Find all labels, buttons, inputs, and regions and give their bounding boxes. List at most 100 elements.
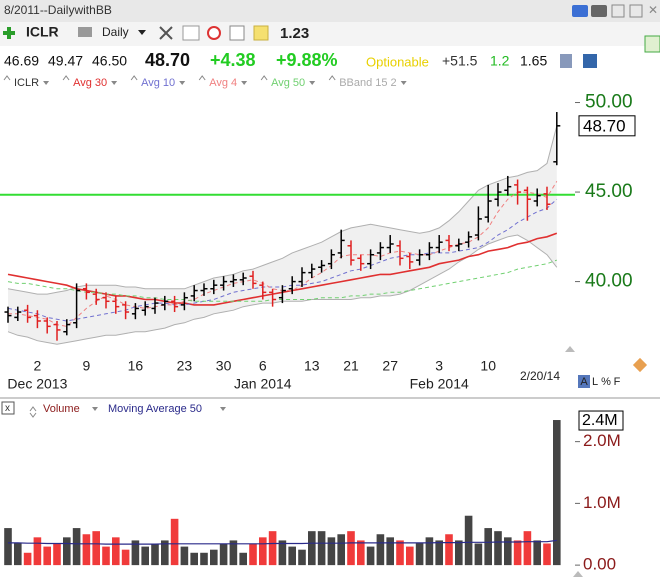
close-panel[interactable] (1, 401, 15, 415)
volume-bar (406, 546, 414, 566)
chart-icon[interactable] (182, 25, 200, 41)
volume-bar (170, 518, 179, 566)
x-month-label: Dec 2013 (7, 376, 67, 392)
last-price-box (578, 115, 636, 137)
volume-bar (504, 537, 512, 566)
volume-bar (53, 543, 61, 566)
volume-bar (92, 531, 100, 566)
legend-entry: ICLR (14, 77, 39, 89)
x-month-label: Jan 2014 (234, 376, 292, 392)
toolbar-value: 1.23 (280, 25, 309, 42)
volume-bar (484, 528, 492, 566)
quote-low: 46.50 (92, 53, 127, 69)
y-tick-label: 40.00 (585, 271, 633, 292)
legend-dropdown (241, 81, 248, 85)
volume-bar (43, 546, 51, 566)
legend-arrow (3, 75, 11, 81)
toolbar (0, 22, 660, 46)
volume-bar (553, 420, 561, 566)
legend-arrow (260, 75, 268, 81)
tv-icon[interactable] (591, 5, 607, 17)
alarm-icon[interactable] (207, 26, 221, 40)
volume-bar (464, 515, 473, 566)
grid-icon[interactable] (229, 25, 245, 41)
quote-extra: 1.2 (490, 53, 510, 69)
volume-bar (455, 540, 463, 566)
volume-bar (112, 537, 120, 566)
volume-bar (82, 534, 91, 566)
y-tick-label: 0.00 (583, 555, 616, 574)
volume-bar (229, 540, 238, 566)
volume-bar (278, 540, 287, 566)
toolbar-letter: F (614, 376, 621, 388)
volume-bar (33, 537, 42, 566)
volume-bar (366, 546, 375, 566)
volume-bar (357, 540, 365, 566)
volume-bar (131, 540, 140, 566)
legend-arrow (130, 75, 138, 81)
volume-bar (396, 540, 404, 566)
x-tick-label: 16 (128, 358, 144, 374)
volume-bar (513, 540, 522, 566)
period-arrow[interactable] (138, 30, 146, 35)
volume-bar (268, 531, 277, 566)
legend-entry: Volume (43, 403, 80, 415)
db-icon[interactable] (560, 54, 572, 68)
x-tick-label: 10 (480, 358, 496, 374)
close-panel-x[interactable]: x (5, 403, 10, 414)
x-tick-label: 2 (34, 358, 42, 374)
legend-entry: Avg 4 (209, 77, 237, 89)
tools-icon[interactable] (159, 26, 173, 40)
restore-icon[interactable] (611, 4, 625, 18)
optionable: Optionable (366, 54, 429, 69)
legend-dropdown (92, 407, 98, 411)
last-price-label: 48.70 (583, 116, 626, 135)
s-icon[interactable] (572, 5, 588, 17)
legend-arrow (198, 75, 206, 81)
volume-bar (102, 546, 110, 566)
volume-bar (180, 546, 189, 566)
add-icon[interactable] (3, 27, 15, 39)
legend-dropdown (400, 81, 407, 85)
note-icon[interactable] (253, 25, 269, 41)
legend-dropdown (179, 81, 186, 85)
last-volume-label: 2.4M (582, 412, 618, 429)
legend-entry: Moving Average 50 (108, 403, 202, 415)
quote-open: 46.69 (4, 53, 39, 69)
y-tick-label: 45.00 (585, 181, 633, 202)
volume-bar (494, 531, 502, 566)
save-icon[interactable] (583, 54, 597, 68)
close-icon[interactable]: ✕ (648, 3, 658, 17)
volume-bar (425, 537, 434, 566)
volume-bar (347, 531, 355, 566)
legend-entry: Avg 50 (271, 77, 305, 89)
volume-bar (474, 543, 483, 566)
quote-last: 48.70 (145, 50, 190, 70)
legend-dropdown (111, 81, 118, 85)
side-button[interactable] (644, 35, 660, 53)
volume-bar (308, 531, 316, 566)
volume-bar (151, 543, 159, 566)
max-icon[interactable] (629, 4, 643, 18)
print-icon[interactable] (78, 27, 92, 37)
volume-bar (161, 540, 169, 566)
volume-bar (219, 543, 228, 566)
volume-average (8, 539, 557, 545)
x-tick-label: 30 (216, 358, 232, 374)
x-tick-label: 9 (83, 358, 91, 374)
window-title: 8/2011--DailywithBB (4, 3, 112, 17)
legend-dropdown (43, 81, 50, 85)
symbol[interactable]: ICLR (26, 24, 59, 40)
title-bar (0, 0, 660, 22)
volume-bar (435, 540, 443, 566)
volume-bar (121, 549, 130, 566)
volume-bar (14, 543, 22, 566)
legend-arrow (328, 75, 336, 81)
toolbar-letter: A (580, 376, 588, 388)
toolbar-box (578, 375, 590, 388)
toolbar-letter: L (592, 376, 598, 388)
volume-bar (63, 537, 71, 566)
period[interactable]: Daily (102, 25, 129, 39)
volume-bar (533, 540, 541, 566)
legend-entry: BBand 15 2 (339, 77, 397, 89)
